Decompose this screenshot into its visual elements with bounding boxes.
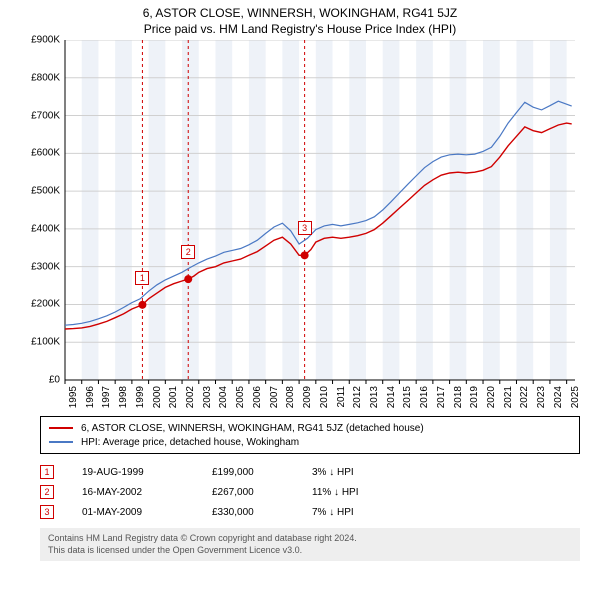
sale-row-marker: 1 xyxy=(40,465,54,479)
chart-area: £0 £100K £200K £300K £400K £500K £600K £700K £80… xyxy=(20,40,580,410)
y-tick-label: £700K xyxy=(31,110,60,121)
legend-item: 6, ASTOR CLOSE, WINNERSH, WOKINGHAM, RG4… xyxy=(49,421,571,435)
x-tick-label: 2007 xyxy=(269,386,280,408)
sale-row-marker: 2 xyxy=(40,485,54,499)
x-tick-label: 2021 xyxy=(503,386,514,408)
sale-date: 01-MAY-2009 xyxy=(82,507,212,518)
x-tick-label: 2015 xyxy=(402,386,413,408)
x-tick-label: 1995 xyxy=(68,386,79,408)
x-tick-label: 1998 xyxy=(118,386,129,408)
x-tick-label: 2017 xyxy=(436,386,447,408)
sale-date: 16-MAY-2002 xyxy=(82,487,212,498)
x-tick-label: 2020 xyxy=(486,386,497,408)
chart-title: 6, ASTOR CLOSE, WINNERSH, WOKINGHAM, RG4… xyxy=(0,0,600,20)
sale-diff: 7% ↓ HPI xyxy=(312,507,412,518)
footer-attribution: Contains HM Land Registry data © Crown c… xyxy=(40,528,580,561)
legend: 6, ASTOR CLOSE, WINNERSH, WOKINGHAM, RG4… xyxy=(40,416,580,454)
sale-price: £199,000 xyxy=(212,467,312,478)
sale-price: £267,000 xyxy=(212,487,312,498)
x-tick-label: 2012 xyxy=(352,386,363,408)
footer-line-2: This data is licensed under the Open Gov… xyxy=(48,545,572,557)
x-tick-label: 2016 xyxy=(419,386,430,408)
x-tick-label: 2001 xyxy=(168,386,179,408)
x-tick-label: 2009 xyxy=(302,386,313,408)
x-tick-label: 2014 xyxy=(386,386,397,408)
sale-price: £330,000 xyxy=(212,507,312,518)
y-tick-label: £900K xyxy=(31,35,60,46)
sale-row: 1 19-AUG-1999£199,0003% ↓ HPI xyxy=(40,462,580,482)
sale-marker-2: 2 xyxy=(181,245,195,259)
x-tick-label: 2003 xyxy=(202,386,213,408)
y-tick-label: £200K xyxy=(31,299,60,310)
sales-table: 1 19-AUG-1999£199,0003% ↓ HPI 2 16-MAY-2002… xyxy=(40,462,580,522)
footer-line-1: Contains HM Land Registry data © Crown c… xyxy=(48,533,572,545)
sale-row: 2 16-MAY-2002£267,00011% ↓ HPI xyxy=(40,482,580,502)
legend-label: HPI: Average price, detached house, Woki… xyxy=(81,437,299,448)
sale-marker-1: 1 xyxy=(135,271,149,285)
chart-subtitle: Price paid vs. HM Land Registry's House … xyxy=(0,20,600,40)
chart-container: 6, ASTOR CLOSE, WINNERSH, WOKINGHAM, RG4… xyxy=(0,0,600,590)
x-tick-label: 2025 xyxy=(570,386,581,408)
x-tick-label: 2004 xyxy=(218,386,229,408)
x-tick-label: 2022 xyxy=(519,386,530,408)
sale-diff: 11% ↓ HPI xyxy=(312,487,412,498)
y-tick-label: £0 xyxy=(49,375,60,386)
x-tick-label: 2010 xyxy=(319,386,330,408)
y-tick-label: £800K xyxy=(31,72,60,83)
y-tick-label: £300K xyxy=(31,261,60,272)
x-tick-label: 2006 xyxy=(252,386,263,408)
y-tick-label: £500K xyxy=(31,186,60,197)
y-tick-label: £600K xyxy=(31,148,60,159)
sale-diff: 3% ↓ HPI xyxy=(312,467,412,478)
x-tick-label: 1996 xyxy=(85,386,96,408)
x-tick-label: 2002 xyxy=(185,386,196,408)
sale-row-marker: 3 xyxy=(40,505,54,519)
sale-marker-3: 3 xyxy=(298,221,312,235)
legend-swatch xyxy=(49,441,73,443)
y-tick-label: £100K xyxy=(31,337,60,348)
sale-date: 19-AUG-1999 xyxy=(82,467,212,478)
legend-label: 6, ASTOR CLOSE, WINNERSH, WOKINGHAM, RG4… xyxy=(81,423,424,434)
x-tick-label: 2008 xyxy=(285,386,296,408)
y-tick-label: £400K xyxy=(31,223,60,234)
x-tick-label: 2018 xyxy=(453,386,464,408)
sale-row: 3 01-MAY-2009£330,0007% ↓ HPI xyxy=(40,502,580,522)
x-tick-label: 2013 xyxy=(369,386,380,408)
x-tick-label: 2024 xyxy=(553,386,564,408)
x-tick-label: 1999 xyxy=(135,386,146,408)
legend-item: HPI: Average price, detached house, Woki… xyxy=(49,435,571,449)
x-tick-label: 1997 xyxy=(101,386,112,408)
x-tick-label: 2000 xyxy=(152,386,163,408)
x-tick-label: 2005 xyxy=(235,386,246,408)
x-tick-label: 2011 xyxy=(336,386,347,408)
legend-swatch xyxy=(49,427,73,429)
x-tick-label: 2019 xyxy=(469,386,480,408)
x-tick-label: 2023 xyxy=(536,386,547,408)
